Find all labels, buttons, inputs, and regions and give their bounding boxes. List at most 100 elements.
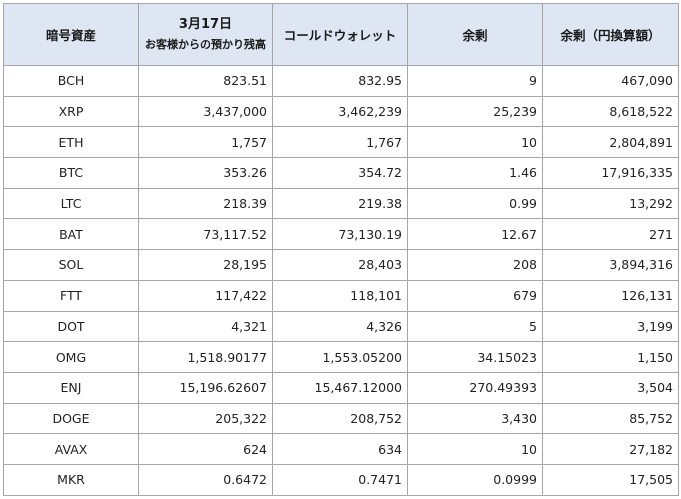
cell-symbol: BAT (3, 218, 139, 251)
reserve-table: 暗号資産 3月17日 お客様からの預かり残高 コールドウォレット 余剰 余剰（円… (3, 3, 679, 496)
header-symbol-label: 暗号資産 (45, 28, 96, 43)
table-row: BAT 73,117.52 73,130.19 12.67 271 (3, 218, 679, 251)
cell-customer-balance: 4,321 (138, 310, 273, 343)
cell-symbol: DOGE (3, 402, 139, 435)
table-row: MKR 0.6472 0.7471 0.0999 17,505 (3, 463, 679, 496)
cell-symbol: ETH (3, 126, 139, 159)
reserve-table-container: 暗号資産 3月17日 お客様からの預かり残高 コールドウォレット 余剰 余剰（円… (3, 3, 679, 496)
cell-surplus: 10 (407, 433, 543, 465)
cell-cold-wallet: 354.72 (272, 157, 408, 189)
cell-surplus-jpy: 3,504 (542, 371, 679, 404)
table-row: FTT 117,422 118,101 679 126,131 (3, 279, 679, 312)
cell-cold-wallet: 1,553.05200 (272, 341, 408, 373)
table-body: BCH 823.51 832.95 9 467,090 XRP 3,437,00… (3, 65, 679, 496)
cell-cold-wallet: 118,101 (272, 279, 408, 312)
cell-surplus: 0.99 (407, 187, 543, 220)
cell-surplus-jpy: 3,894,316 (542, 249, 679, 281)
cell-cold-wallet: 15,467.12000 (272, 371, 408, 404)
table-row: OMG 1,518.90177 1,553.05200 34.15023 1,1… (3, 341, 679, 373)
cell-cold-wallet: 3,462,239 (272, 95, 408, 128)
cell-surplus: 0.0999 (407, 463, 543, 496)
cell-surplus-jpy: 13,292 (542, 187, 679, 220)
cell-symbol: AVAX (3, 433, 139, 465)
cell-customer-balance: 624 (138, 433, 273, 465)
cell-surplus: 270.49393 (407, 371, 543, 404)
cell-symbol: BCH (3, 65, 139, 97)
cell-cold-wallet: 0.7471 (272, 463, 408, 496)
header-surplus-jpy-label: 余剰（円換算額） (560, 28, 661, 43)
cell-symbol: DOT (3, 310, 139, 343)
cell-customer-balance: 0.6472 (138, 463, 273, 496)
cell-customer-balance: 15,196.62607 (138, 371, 273, 404)
cell-cold-wallet: 832.95 (272, 65, 408, 97)
cell-cold-wallet: 634 (272, 433, 408, 465)
cell-symbol: MKR (3, 463, 139, 496)
cell-surplus: 9 (407, 65, 543, 97)
cell-surplus: 10 (407, 126, 543, 159)
header-customer-balance: 3月17日 お客様からの預かり残高 (138, 3, 273, 66)
cell-customer-balance: 1,518.90177 (138, 341, 273, 373)
cell-surplus-jpy: 3,199 (542, 310, 679, 343)
cell-surplus-jpy: 85,752 (542, 402, 679, 435)
header-date-label: 3月17日 (178, 16, 233, 32)
header-surplus: 余剰 (407, 3, 543, 66)
table-row: DOT 4,321 4,326 5 3,199 (3, 310, 679, 343)
table-row: ETH 1,757 1,767 10 2,804,891 (3, 126, 679, 159)
table-row: DOGE 205,322 208,752 3,430 85,752 (3, 402, 679, 435)
cell-cold-wallet: 73,130.19 (272, 218, 408, 251)
cell-surplus-jpy: 17,916,335 (542, 157, 679, 189)
cell-surplus: 679 (407, 279, 543, 312)
cell-surplus-jpy: 27,182 (542, 433, 679, 465)
cell-customer-balance: 28,195 (138, 249, 273, 281)
cell-symbol: SOL (3, 249, 139, 281)
cell-surplus: 25,239 (407, 95, 543, 128)
cell-symbol: ENJ (3, 371, 139, 404)
table-row: XRP 3,437,000 3,462,239 25,239 8,618,522 (3, 95, 679, 128)
cell-customer-balance: 73,117.52 (138, 218, 273, 251)
cell-surplus-jpy: 2,804,891 (542, 126, 679, 159)
cell-customer-balance: 353.26 (138, 157, 273, 189)
cell-symbol: FTT (3, 279, 139, 312)
table-row: BTC 353.26 354.72 1.46 17,916,335 (3, 157, 679, 189)
table-row: LTC 218.39 219.38 0.99 13,292 (3, 187, 679, 220)
cell-surplus: 3,430 (407, 402, 543, 435)
table-header: 暗号資産 3月17日 お客様からの預かり残高 コールドウォレット 余剰 余剰（円… (3, 3, 679, 66)
cell-surplus-jpy: 1,150 (542, 341, 679, 373)
table-row: BCH 823.51 832.95 9 467,090 (3, 65, 679, 97)
header-surplus-label: 余剰 (462, 28, 488, 43)
table-row: AVAX 624 634 10 27,182 (3, 433, 679, 465)
cell-customer-balance: 218.39 (138, 187, 273, 220)
cell-cold-wallet: 219.38 (272, 187, 408, 220)
cell-customer-balance: 117,422 (138, 279, 273, 312)
cell-surplus: 1.46 (407, 157, 543, 189)
cell-surplus: 34.15023 (407, 341, 543, 373)
header-surplus-jpy: 余剰（円換算額） (542, 3, 679, 66)
cell-surplus-jpy: 271 (542, 218, 679, 251)
cell-surplus-jpy: 126,131 (542, 279, 679, 312)
cell-surplus-jpy: 8,618,522 (542, 95, 679, 128)
cell-customer-balance: 205,322 (138, 402, 273, 435)
cell-surplus: 208 (407, 249, 543, 281)
table-row: ENJ 15,196.62607 15,467.12000 270.49393 … (3, 371, 679, 404)
cell-surplus-jpy: 17,505 (542, 463, 679, 496)
table-row: SOL 28,195 28,403 208 3,894,316 (3, 249, 679, 281)
cell-cold-wallet: 1,767 (272, 126, 408, 159)
cell-cold-wallet: 208,752 (272, 402, 408, 435)
cell-symbol: BTC (3, 157, 139, 189)
cell-cold-wallet: 28,403 (272, 249, 408, 281)
cell-surplus: 5 (407, 310, 543, 343)
cell-cold-wallet: 4,326 (272, 310, 408, 343)
cell-customer-balance: 823.51 (138, 65, 273, 97)
header-symbol: 暗号資産 (3, 3, 139, 66)
cell-symbol: OMG (3, 341, 139, 373)
header-customer-balance-label: お客様からの預かり残高 (145, 37, 266, 51)
cell-surplus-jpy: 467,090 (542, 65, 679, 97)
header-cold-wallet: コールドウォレット (272, 3, 408, 66)
cell-symbol: XRP (3, 95, 139, 128)
header-row: 暗号資産 3月17日 お客様からの預かり残高 コールドウォレット 余剰 余剰（円… (3, 3, 679, 66)
cell-customer-balance: 1,757 (138, 126, 273, 159)
cell-symbol: LTC (3, 187, 139, 220)
cell-customer-balance: 3,437,000 (138, 95, 273, 128)
cell-surplus: 12.67 (407, 218, 543, 251)
header-cold-wallet-label: コールドウォレット (283, 28, 397, 43)
